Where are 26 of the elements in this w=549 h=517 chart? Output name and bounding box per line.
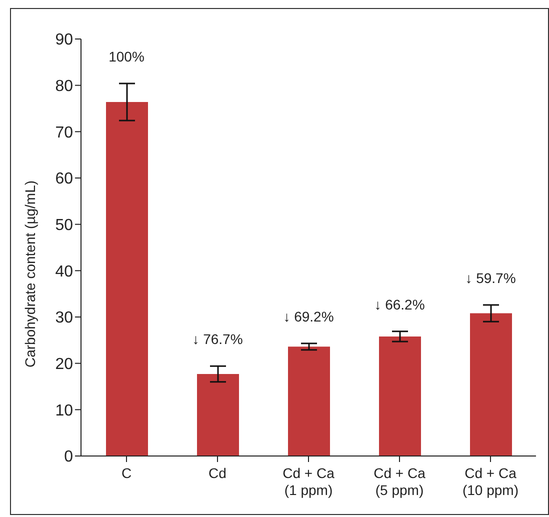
- x-tick-label: Cd + Ca (1 ppm): [282, 465, 335, 498]
- y-tick-label: 90: [55, 32, 74, 49]
- x-tick-label: Cd + Ca (5 ppm): [374, 465, 426, 498]
- y-tick-label: 50: [55, 217, 74, 234]
- x-tick-label: Cd: [208, 465, 226, 481]
- y-tick-label: 60: [55, 170, 74, 188]
- annotation: ↓ 59.7%: [465, 270, 516, 286]
- bar: [197, 374, 239, 456]
- y-tick-label: 70: [55, 124, 74, 142]
- x-tick-label: Cd + Ca (10 ppm): [462, 465, 519, 498]
- y-axis-title: Carbohydrate content (µg/mL): [22, 180, 38, 368]
- y-tick-label: 20: [55, 356, 74, 374]
- bar: [288, 346, 330, 456]
- y-tick-label: 0: [64, 448, 74, 466]
- bar: [106, 102, 148, 456]
- y-tick-label: 40: [55, 263, 74, 280]
- y-tick-label: 10: [55, 402, 74, 420]
- y-tick-label: 30: [55, 310, 74, 327]
- annotation: ↓ 69.2%: [283, 308, 334, 324]
- bar: [379, 336, 421, 456]
- annotation: ↓ 76.7%: [192, 331, 243, 348]
- y-tick-label: 80: [55, 78, 74, 96]
- x-tick-label: C: [121, 465, 132, 481]
- annotation: ↓ 66.2%: [374, 296, 425, 312]
- bar: [470, 313, 512, 456]
- annotation: 100%: [108, 48, 144, 64]
